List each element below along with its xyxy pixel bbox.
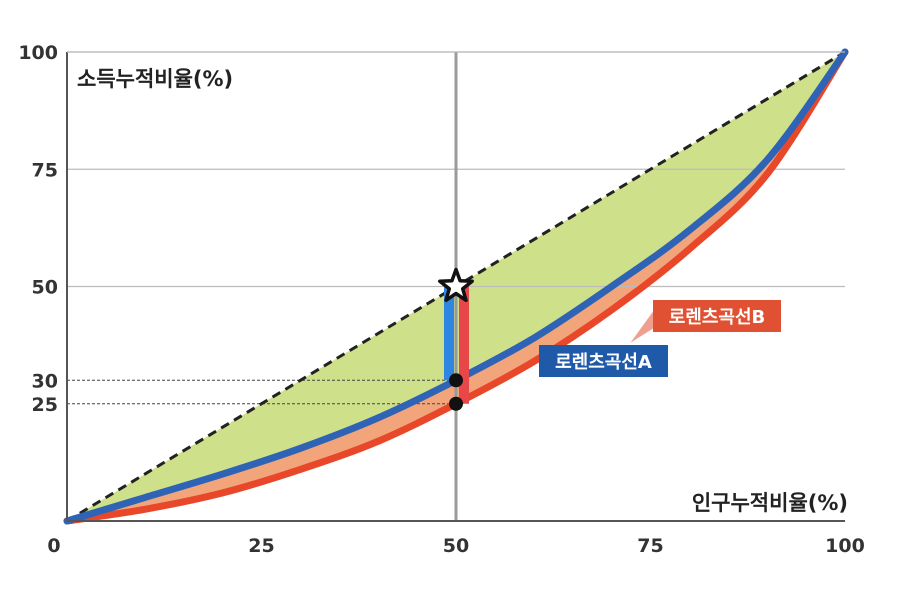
tag-pointer-b [630, 306, 657, 343]
legend-tag-lorenz-a: 로렌츠곡선A [539, 345, 668, 377]
tag-box-b [653, 300, 781, 332]
tag-box-a [539, 345, 668, 377]
gap-bar-b [459, 286, 469, 404]
x-tick-label-25: 25 [248, 535, 274, 557]
marker-dot-x50-y30 [449, 373, 463, 388]
gap-bars [444, 286, 469, 404]
axes [66, 51, 845, 522]
x-tick-label-0: 0 [47, 535, 60, 557]
x-tick-label-75: 75 [637, 535, 663, 557]
y-tick-label-30: 30 [32, 370, 58, 392]
series-name-lorenz-a: 로렌츠곡선A [555, 352, 652, 373]
y-tick-label-50: 50 [32, 277, 58, 299]
markers [438, 267, 474, 411]
series-line-lorenz-b [63, 48, 849, 525]
marker-dot-x50-y25 [449, 396, 463, 411]
legend-tag-lorenz-b: 로렌츠곡선B [630, 300, 781, 343]
gap-bar-a [444, 286, 454, 381]
y-axis-label: 소득누적비율(%) [77, 67, 233, 91]
y-tick-label-100: 100 [18, 42, 58, 64]
x-tick-label-100: 100 [825, 535, 865, 557]
x-tick-label-50: 50 [443, 535, 469, 557]
series-name-lorenz-b: 로렌츠곡선B [669, 307, 766, 328]
y-tick-label-75: 75 [32, 159, 58, 181]
y-tick-label-25: 25 [32, 394, 58, 416]
x-axis-label: 인구누적비율(%) [692, 491, 848, 515]
marker-star-x50-y50 [438, 267, 474, 303]
